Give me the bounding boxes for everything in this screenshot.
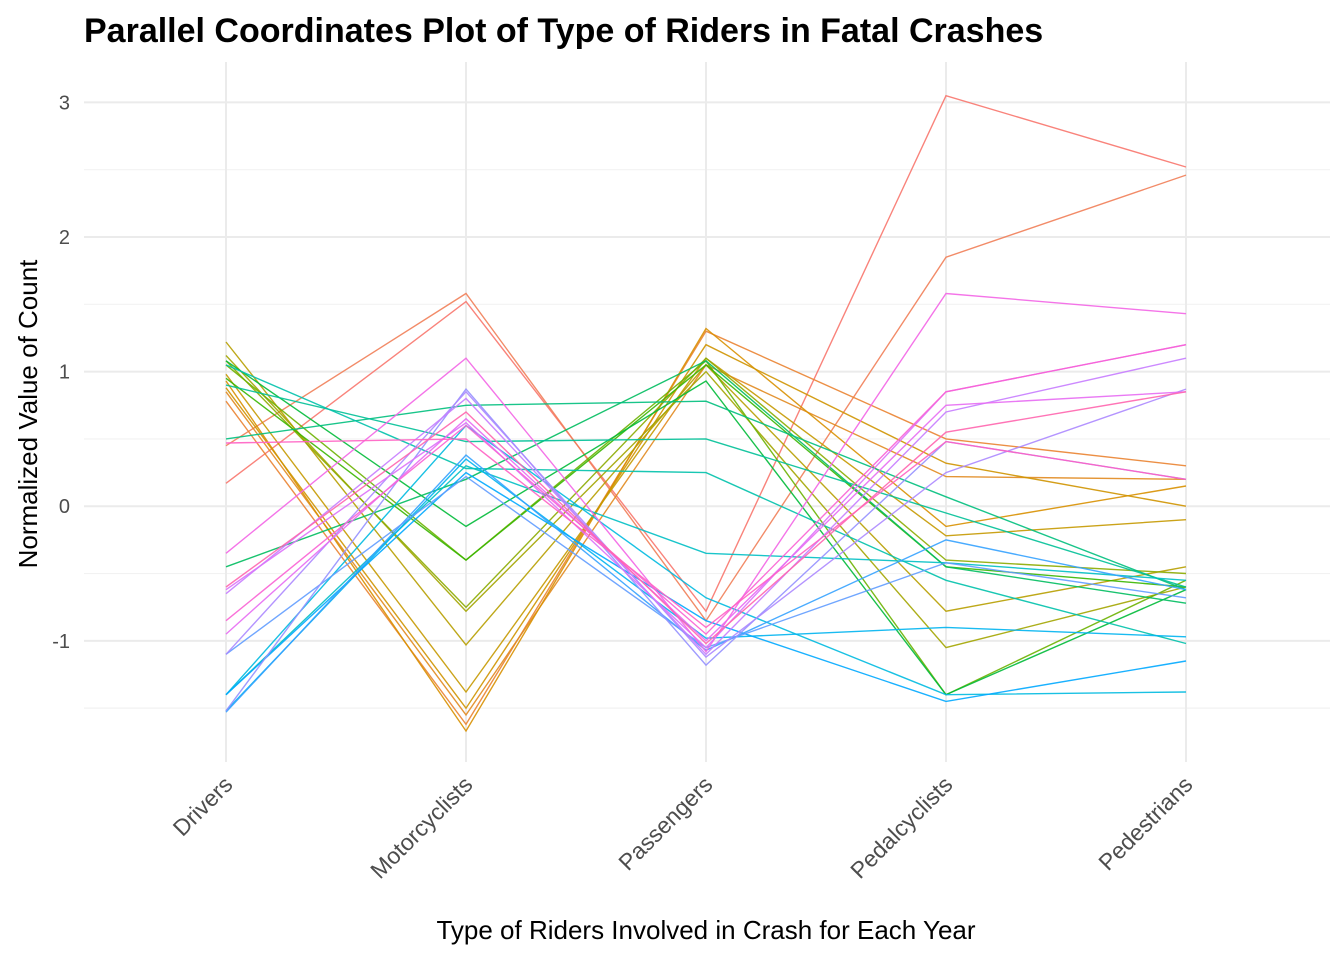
x-axis-label: Type of Riders Involved in Crash for Eac… [436, 915, 975, 945]
series-line-25 [225, 388, 1187, 658]
series-line-29 [225, 292, 1187, 653]
series-line-3 [225, 330, 1187, 726]
x-tick-labels: Drivers Motorcyclists Passengers Pedalcycli… [168, 771, 1198, 883]
series-line-6 [225, 343, 1187, 710]
series-line-32 [225, 391, 1187, 645]
chart-title: Parallel Coordinates Plot of Type of Rid… [84, 12, 1043, 50]
series-line-13 [225, 360, 1187, 696]
x-tick-label-motorcyclists: Motorcyclists [365, 771, 477, 883]
series-line-30 [225, 344, 1187, 636]
series-line-5 [225, 327, 1187, 733]
series-line-10 [225, 357, 1187, 609]
x-tick-label-passengers: Passengers [613, 771, 717, 875]
y-tick-labels: 3 2 1 0 -1 [52, 92, 70, 652]
series-line-26 [225, 357, 1187, 656]
series-line-17 [225, 364, 1187, 645]
y-axis-label: Normalized Value of Count [13, 259, 43, 569]
y-tick-label: 1 [59, 362, 70, 384]
series-line-20 [225, 458, 1187, 712]
x-tick-label-pedestrians: Pedestrians [1093, 771, 1197, 875]
y-tick-label: -1 [52, 631, 70, 653]
x-tick-label-drivers: Drivers [168, 771, 238, 841]
series-line-19 [225, 424, 1187, 696]
series-line-31 [225, 438, 1187, 629]
series-line-1 [225, 94, 1187, 613]
series-line-22 [225, 454, 1187, 713]
series-lines [225, 94, 1187, 733]
y-tick-label: 0 [59, 496, 70, 518]
y-tick-label: 3 [59, 92, 70, 114]
series-line-21 [225, 471, 1187, 703]
series-line-12 [225, 363, 1187, 588]
series-line-15 [225, 400, 1187, 591]
series-line-14 [225, 359, 1187, 604]
x-tick-label-pedalcyclists: Pedalcyclists [845, 771, 957, 883]
y-tick-label: 2 [59, 227, 70, 249]
